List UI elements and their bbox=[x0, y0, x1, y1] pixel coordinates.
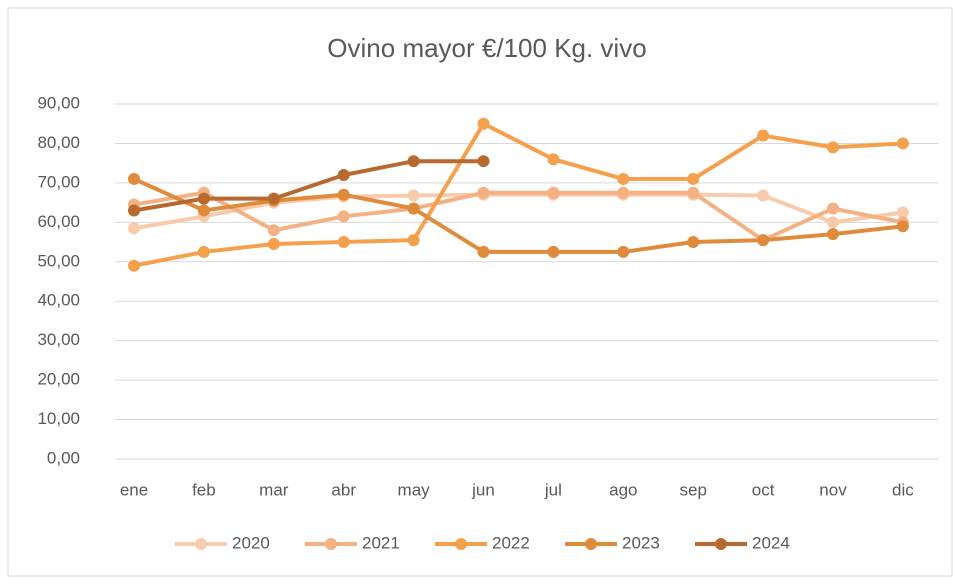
data-point bbox=[757, 234, 770, 247]
data-point bbox=[687, 236, 700, 249]
x-tick-label: sep bbox=[679, 480, 706, 499]
legend-marker bbox=[455, 538, 467, 550]
series-line bbox=[133, 177, 904, 254]
data-point bbox=[197, 204, 210, 217]
y-tick-label: 40,00 bbox=[37, 291, 80, 310]
y-tick-label: 20,00 bbox=[37, 370, 80, 389]
data-point bbox=[896, 137, 909, 150]
data-point bbox=[687, 186, 700, 199]
data-point bbox=[128, 172, 140, 185]
legend-label: 2020 bbox=[232, 533, 270, 552]
series-line bbox=[133, 159, 484, 213]
data-point bbox=[827, 216, 839, 229]
series-line bbox=[133, 190, 904, 243]
legend-marker bbox=[195, 538, 207, 550]
data-point bbox=[896, 206, 909, 219]
x-tick-label: jun bbox=[471, 480, 495, 499]
chart-title: Ovino mayor €/100 Kg. vivo bbox=[327, 33, 646, 63]
legend-label: 2023 bbox=[622, 533, 660, 552]
data-point bbox=[617, 245, 630, 258]
data-point bbox=[547, 153, 560, 166]
y-tick-label: 0,00 bbox=[47, 448, 80, 467]
data-point bbox=[757, 189, 770, 202]
data-point bbox=[547, 245, 560, 258]
chart-border bbox=[7, 7, 953, 577]
legend-label: 2024 bbox=[752, 533, 790, 552]
x-tick-label: nov bbox=[819, 480, 847, 499]
data-point bbox=[477, 117, 490, 130]
x-tick-label: may bbox=[398, 480, 431, 499]
x-tick-label: abr bbox=[331, 480, 356, 499]
data-point bbox=[827, 228, 839, 241]
legend-marker bbox=[585, 538, 597, 550]
data-point bbox=[128, 204, 140, 217]
y-tick-label: 30,00 bbox=[37, 330, 80, 349]
y-tick-label: 10,00 bbox=[37, 409, 80, 428]
x-tick-label: feb bbox=[192, 480, 216, 499]
series-line bbox=[133, 121, 904, 268]
x-tick-label: ago bbox=[609, 480, 637, 499]
data-point bbox=[128, 222, 140, 235]
data-point bbox=[337, 210, 350, 223]
legend-label: 2021 bbox=[362, 533, 400, 552]
y-tick-label: 70,00 bbox=[37, 172, 80, 191]
x-tick-label: mar bbox=[259, 480, 289, 499]
data-point bbox=[477, 186, 490, 199]
data-point bbox=[337, 188, 350, 201]
data-point bbox=[896, 220, 909, 233]
data-point bbox=[827, 141, 839, 154]
data-point bbox=[407, 234, 420, 247]
data-point bbox=[407, 202, 420, 215]
data-point bbox=[687, 172, 700, 185]
data-point bbox=[827, 202, 839, 215]
data-point bbox=[757, 129, 770, 142]
y-tick-label: 60,00 bbox=[37, 212, 80, 231]
y-tick-label: 80,00 bbox=[37, 133, 80, 152]
y-tick-label: 50,00 bbox=[37, 251, 80, 270]
data-point bbox=[617, 186, 630, 199]
data-point bbox=[407, 189, 420, 202]
data-point bbox=[267, 224, 280, 237]
x-tick-label: dic bbox=[892, 480, 914, 499]
legend-marker bbox=[715, 538, 727, 550]
data-point bbox=[128, 259, 140, 272]
data-point bbox=[337, 169, 350, 181]
data-point bbox=[407, 155, 420, 168]
data-point bbox=[197, 192, 210, 205]
data-point bbox=[267, 238, 280, 251]
x-tick-label: ene bbox=[120, 480, 148, 499]
data-point bbox=[477, 155, 490, 168]
x-tick-label: oct bbox=[752, 480, 775, 499]
data-point bbox=[617, 172, 630, 185]
data-point bbox=[197, 245, 210, 258]
legend-marker bbox=[325, 538, 337, 550]
data-point bbox=[547, 186, 560, 199]
data-point bbox=[267, 192, 280, 205]
x-tick-label: jul bbox=[544, 480, 562, 499]
y-tick-label: 90,00 bbox=[37, 93, 80, 112]
legend-label: 2022 bbox=[492, 533, 530, 552]
data-point bbox=[477, 245, 490, 258]
data-point bbox=[337, 236, 350, 249]
